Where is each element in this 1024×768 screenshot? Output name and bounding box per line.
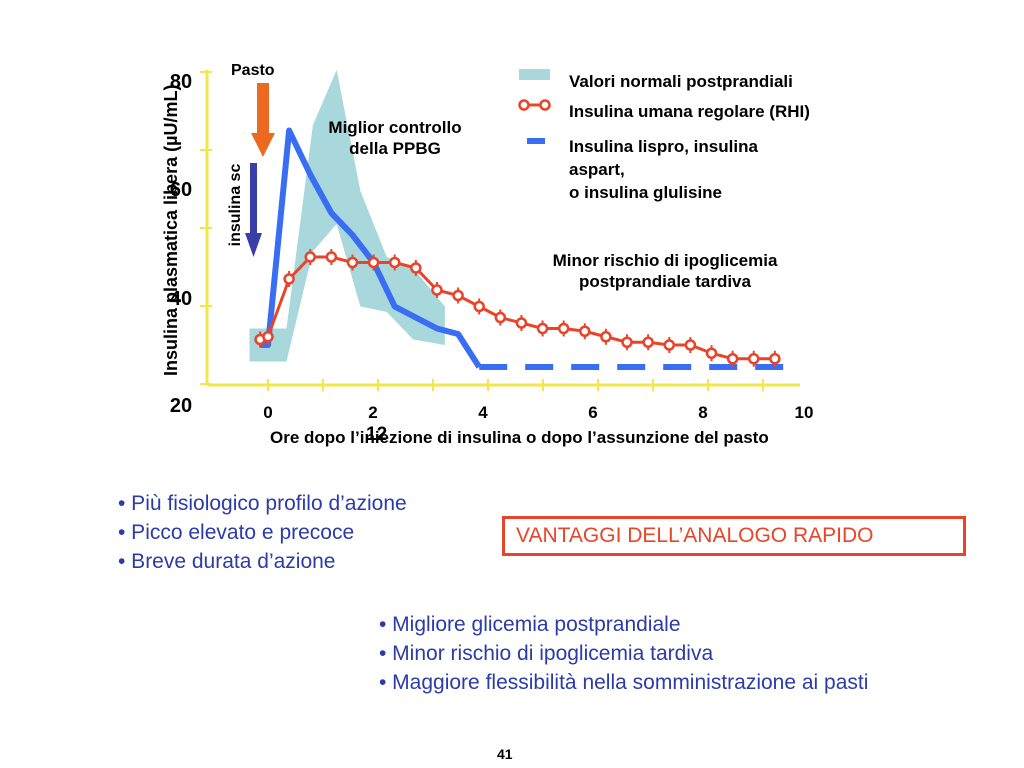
bullet-right-item: • Migliore glicemia postprandiale (379, 613, 681, 636)
series-band-normal (249, 70, 445, 362)
annotation-minor: Minor rischio di ipoglicemia postprandia… (500, 250, 830, 292)
rhi-point (642, 336, 654, 348)
legend-swatch-normal (519, 69, 550, 80)
legend-swatch-rhi-point (518, 99, 530, 111)
rhi-point (283, 273, 295, 285)
rhi-point (304, 251, 316, 263)
legend-label-lispro-line2: aspart, (569, 160, 625, 179)
annotation-minor-line1: Minor rischio di ipoglicemia (552, 251, 778, 270)
rhi-point (536, 322, 549, 335)
legend-label-normal: Valori normali postprandiali (569, 72, 793, 91)
annotation-minor-line2: postprandiale tardiva (579, 272, 751, 291)
y-tick-label: 20 (170, 395, 192, 417)
rhi-point (621, 336, 633, 348)
rhi-point (431, 284, 443, 296)
bullets-left: • Più fisiologico profilo d’azione • Pic… (118, 489, 407, 576)
rhi-point (579, 325, 591, 337)
legend-label-lispro-line1: Insulina lispro, insulina (569, 137, 758, 156)
y-tick-label: 60 (170, 179, 192, 201)
rhi-point (473, 300, 485, 313)
rhi-point (769, 353, 781, 365)
insulina-arrow-head (245, 233, 262, 257)
rhi-point (557, 322, 570, 335)
rhi-point (262, 331, 274, 343)
annotation-miglior-line2: della PPBG (349, 139, 441, 158)
x-axis-title: Ore dopo l’iniezione di insulina o dopo … (270, 428, 769, 447)
x-tick-label: 4 (478, 403, 488, 422)
y-axis-title-text: Insulina plasmatica libera (µU/mL) (161, 84, 181, 376)
pasto-arrow-shaft (257, 83, 269, 133)
rhi-point (726, 353, 739, 365)
rhi-point (663, 339, 676, 351)
bullet-right-item: • Minor rischio di ipoglicemia tardiva (379, 642, 714, 665)
x-tick-label: 2 (368, 403, 377, 422)
annotation-miglior-line1: Miglior controllo (328, 118, 462, 137)
slide-number: 41 (497, 746, 513, 762)
legend-label-rhi: Insulina umana regolare (RHI) (569, 102, 810, 121)
series-line-lispro (260, 127, 482, 369)
annotation-insulina-sc-text: insulina sc (227, 163, 244, 247)
bullet-left-item: • Più fisiologico profilo d’azione (118, 492, 407, 515)
bullet-left-item: • Breve durata d’azione (118, 550, 336, 573)
y-tick-label: 40 (170, 288, 192, 310)
annotation-miglior: Miglior controllo della PPBG (300, 117, 490, 159)
rhi-point (705, 347, 718, 359)
annotation-pasto: Pasto (231, 62, 275, 79)
legend-label-lispro: Insulina lispro, insulina aspart, o insu… (569, 135, 758, 204)
x-tick-label: 0 (263, 403, 272, 422)
y-tick-label: 80 (170, 71, 192, 93)
legend-swatch-rhi-point (539, 99, 551, 111)
rhi-point (388, 256, 401, 269)
rhi-point (748, 353, 760, 365)
rhi-point (452, 289, 464, 302)
x-tick-label: 8 (698, 403, 707, 422)
rhi-point (515, 317, 528, 329)
x-axis-title-overlap: 12 (366, 424, 388, 445)
rhi-point (410, 262, 422, 274)
rhi-point (494, 311, 507, 324)
x-tick-label: 6 (588, 403, 597, 422)
bullet-right-item: • Maggiore flessibilità nella somministr… (379, 671, 869, 694)
pasto-arrow-head (251, 133, 275, 157)
rhi-point (600, 331, 612, 343)
rhi-point (325, 251, 338, 263)
bullets-right: • Migliore glicemia postprandiale • Mino… (379, 610, 868, 697)
vantaggi-box: VANTAGGI DELL’ANALOGO RAPIDO (502, 516, 966, 556)
legend-label-lispro-line3: o insulina glulisine (569, 183, 723, 202)
rhi-point (684, 339, 697, 351)
rhi-point (367, 256, 380, 269)
insulina-arrow-shaft (250, 163, 257, 235)
bullet-left-item: • Picco elevato e precoce (118, 521, 355, 544)
x-tick-label: 10 (795, 403, 814, 422)
rhi-point (346, 256, 359, 269)
insulin-chart: 20 40 60 80 0 2 4 6 8 10 (170, 69, 814, 422)
